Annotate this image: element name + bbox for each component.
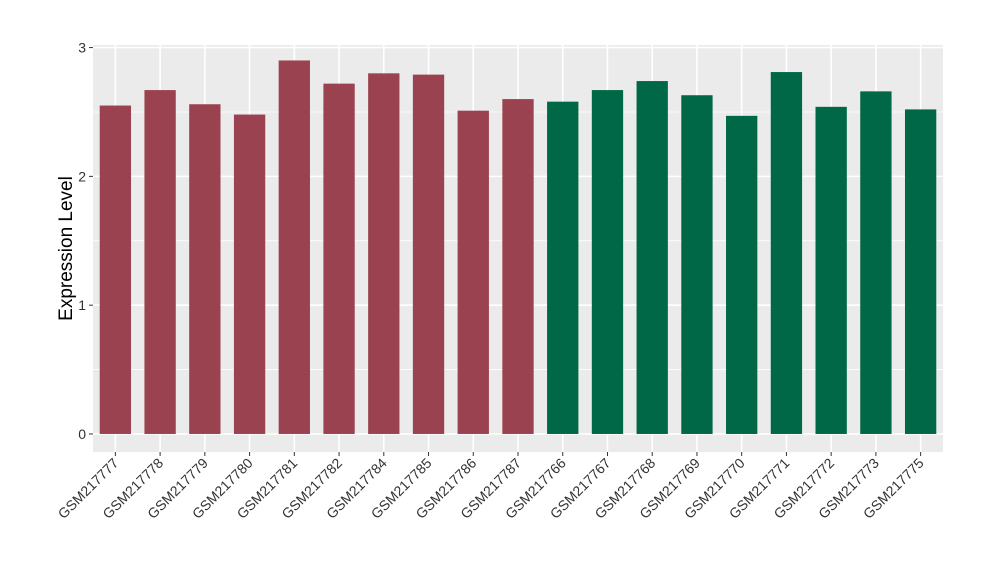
- bar-gsm217786: [457, 110, 489, 434]
- bar-gsm217772: [815, 106, 847, 434]
- bar-gsm217782: [323, 83, 355, 434]
- bar-gsm217770: [726, 115, 758, 434]
- y-tick-label: 2: [78, 168, 86, 184]
- bar-gsm217767: [591, 90, 624, 434]
- y-tick-label: 1: [78, 297, 86, 313]
- bar-gsm217780: [233, 114, 266, 434]
- bar-gsm217784: [368, 73, 400, 434]
- bar-gsm217781: [278, 60, 310, 434]
- bar-gsm217771: [770, 72, 803, 434]
- bar-gsm217777: [99, 105, 132, 434]
- bar-gsm217787: [502, 99, 534, 434]
- y-tick-label: 3: [78, 40, 86, 56]
- bar-gsm217785: [412, 74, 445, 434]
- bar-gsm217766: [547, 101, 579, 434]
- bar-gsm217768: [636, 81, 668, 434]
- y-tick-label: 0: [78, 426, 86, 442]
- y-axis-title: Expression Level: [56, 176, 77, 321]
- bars: [99, 60, 937, 434]
- bar-gsm217769: [681, 95, 713, 434]
- bar-gsm217775: [904, 109, 937, 434]
- bar-gsm217779: [189, 104, 221, 434]
- bar-gsm217778: [144, 90, 176, 434]
- bar-gsm217773: [860, 91, 892, 434]
